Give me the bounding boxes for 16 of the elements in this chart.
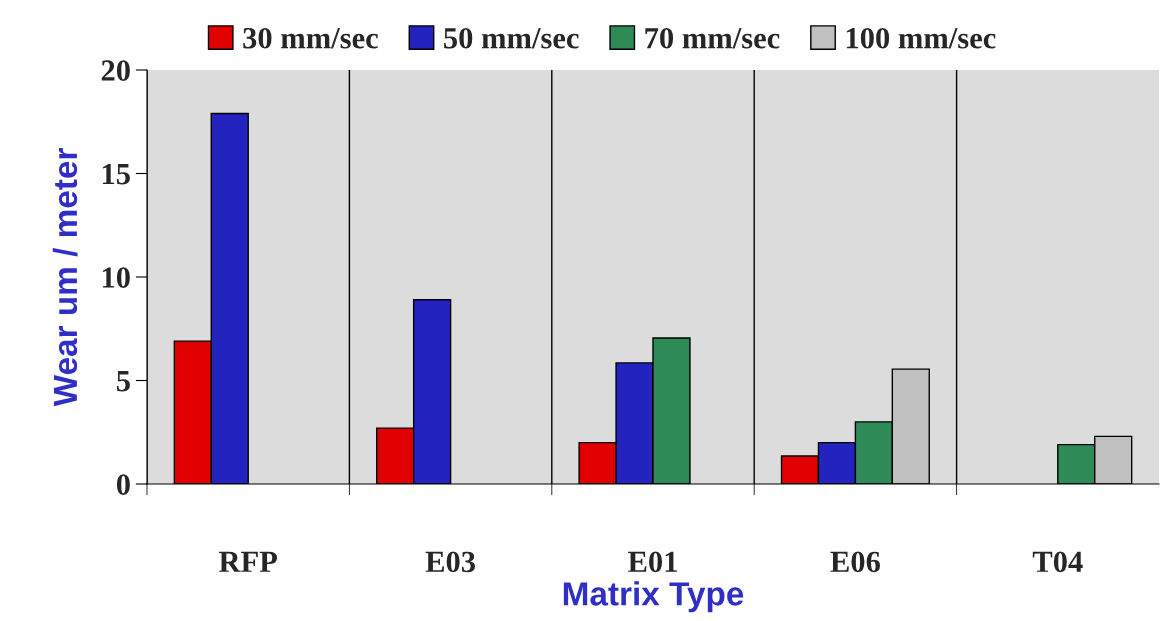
y-tick-label: 20 <box>101 60 130 81</box>
x-tick-label: RFP <box>219 551 278 572</box>
x-axis-title: Matrix Type <box>563 581 744 613</box>
legend-label: 50 mm/sec <box>444 27 579 49</box>
y-tick-label: 15 <box>102 163 130 185</box>
y-tick-label: 0 <box>116 474 130 495</box>
legend-label: 70 mm/sec <box>645 27 780 49</box>
legend-label: 30 mm/sec <box>243 27 378 49</box>
y-tick-label: 10 <box>102 267 130 288</box>
x-tick-label: E06 <box>830 551 880 573</box>
legend-label: 100 mm/sec <box>846 27 996 49</box>
x-tick-label: E03 <box>425 551 476 573</box>
y-tick-label: 5 <box>116 371 130 392</box>
y-axis-title: Wear um / meter <box>52 148 78 407</box>
x-tick-label: T04 <box>1032 551 1083 573</box>
x-tick-label: E01 <box>628 551 677 573</box>
